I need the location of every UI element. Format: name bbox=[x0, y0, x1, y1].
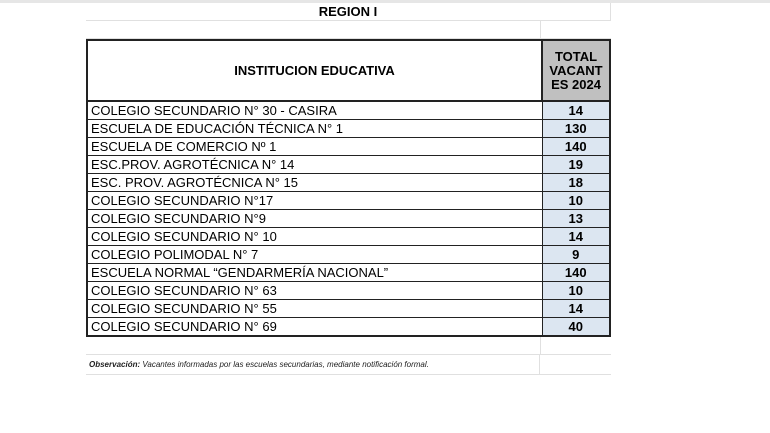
institution-name: COLEGIO SECUNDARIO N° 69 bbox=[86, 317, 543, 337]
observation-text: Vacantes informadas por las escuelas sec… bbox=[140, 360, 429, 369]
table-row: COLEGIO SECUNDARIO N°9 13 bbox=[86, 209, 611, 228]
table-row: ESC.PROV. AGROTÉCNICA N° 14 19 bbox=[86, 155, 611, 174]
table-row: ESCUELA NORMAL “GENDARMERÍA NACIONAL” 140 bbox=[86, 263, 611, 282]
vacancy-total: 140 bbox=[541, 137, 611, 156]
institution-name: COLEGIO POLIMODAL N° 7 bbox=[86, 245, 543, 264]
vacancy-total: 19 bbox=[541, 155, 611, 174]
observation-label: Observación: bbox=[89, 360, 141, 369]
vacancy-total: 14 bbox=[541, 100, 611, 120]
institution-name: ESC.PROV. AGROTÉCNICA N° 14 bbox=[86, 155, 543, 174]
vacancy-total: 40 bbox=[541, 317, 611, 337]
observation-row: Observación: Vacantes informadas por las… bbox=[86, 355, 611, 375]
top-border bbox=[0, 0, 770, 3]
vacancy-total: 14 bbox=[541, 299, 611, 318]
institution-name: COLEGIO SECUNDARIO N°17 bbox=[86, 191, 543, 210]
table-row: COLEGIO SECUNDARIO N° 10 14 bbox=[86, 227, 611, 246]
institution-name: ESCUELA NORMAL “GENDARMERÍA NACIONAL” bbox=[86, 263, 543, 282]
header-institution: INSTITUCION EDUCATIVA bbox=[86, 39, 543, 102]
table-row: ESC. PROV. AGROTÉCNICA N° 15 18 bbox=[86, 173, 611, 192]
institution-name: COLEGIO SECUNDARIO N°9 bbox=[86, 209, 543, 228]
table-row: ESCUELA DE COMERCIO Nº 1 140 bbox=[86, 137, 611, 156]
vacancy-total: 13 bbox=[541, 209, 611, 228]
vacancy-total: 130 bbox=[541, 119, 611, 138]
vacancy-total: 9 bbox=[541, 245, 611, 264]
table-row: COLEGIO SECUNDARIO N° 63 10 bbox=[86, 281, 611, 300]
blank-row bbox=[86, 337, 611, 355]
header-total: TOTAL VACANT ES 2024 bbox=[541, 39, 611, 102]
region-title: REGION I bbox=[86, 3, 611, 21]
institution-name: ESCUELA DE COMERCIO Nº 1 bbox=[86, 137, 543, 156]
table-row: COLEGIO SECUNDARIO N°17 10 bbox=[86, 191, 611, 210]
spreadsheet: REGION I INSTITUCION EDUCATIVA TOTAL VAC… bbox=[86, 3, 611, 375]
vacancy-total: 10 bbox=[541, 191, 611, 210]
vacancy-total: 140 bbox=[541, 263, 611, 282]
institution-name: COLEGIO SECUNDARIO N° 55 bbox=[86, 299, 543, 318]
blank-row bbox=[86, 21, 611, 39]
table-row: COLEGIO SECUNDARIO N° 55 14 bbox=[86, 299, 611, 318]
table-row: COLEGIO SECUNDARIO N° 69 40 bbox=[86, 317, 611, 337]
table-row: COLEGIO SECUNDARIO N° 30 - CASIRA 14 bbox=[86, 100, 611, 120]
vacancy-total: 18 bbox=[541, 173, 611, 192]
table-row: ESCUELA DE EDUCACIÓN TÉCNICA N° 1 130 bbox=[86, 119, 611, 138]
institution-name: COLEGIO SECUNDARIO N° 63 bbox=[86, 281, 543, 300]
vacancy-total: 10 bbox=[541, 281, 611, 300]
institution-name: COLEGIO SECUNDARIO N° 30 - CASIRA bbox=[86, 100, 543, 120]
institution-name: ESCUELA DE EDUCACIÓN TÉCNICA N° 1 bbox=[86, 119, 543, 138]
vacancies-table: INSTITUCION EDUCATIVA TOTAL VACANT ES 20… bbox=[86, 39, 611, 337]
institution-name: COLEGIO SECUNDARIO N° 10 bbox=[86, 227, 543, 246]
institution-name: ESC. PROV. AGROTÉCNICA N° 15 bbox=[86, 173, 543, 192]
vacancy-total: 14 bbox=[541, 227, 611, 246]
